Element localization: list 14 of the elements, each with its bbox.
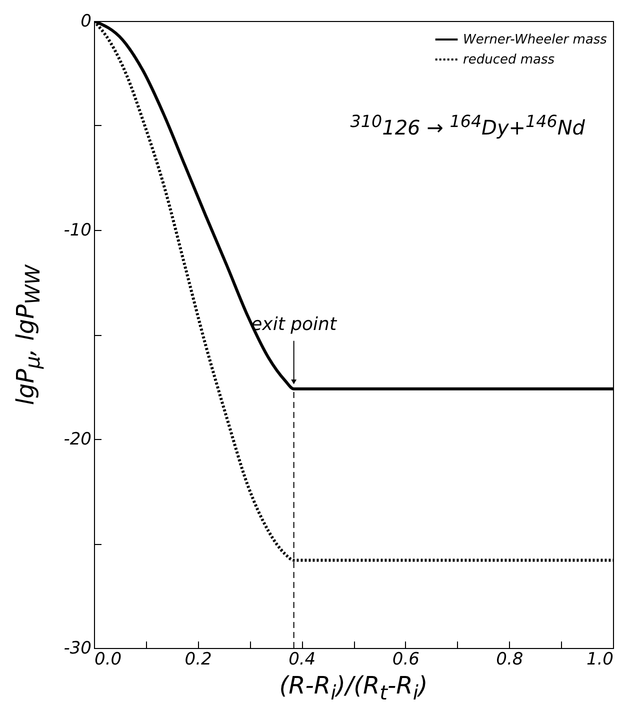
x-tick-label: 0.0 (94, 650, 122, 670)
legend-label: Werner-Wheeler mass (463, 32, 608, 48)
x-tick-label: 0.8 (496, 650, 524, 670)
annotation: $^{310}$126 → $^{164}$Dy+$^{146}$Nd (350, 112, 585, 140)
legend-label: reduced mass (463, 52, 555, 68)
y-tick-label: -30 (64, 638, 92, 658)
y-tick-label: -10 (64, 220, 92, 240)
x-tick-label: 0.2 (184, 650, 212, 670)
x-tick-label: 0.6 (392, 650, 420, 670)
y-tick-label: -20 (64, 430, 92, 450)
x-axis-title: (R-R$_{i}$)/(R$_{t}$-R$_{i}$) (279, 672, 428, 704)
y-tick-label: 0 (80, 12, 92, 32)
x-tick-label: 0.4 (288, 650, 316, 670)
x-tick-label: 1.0 (586, 650, 614, 670)
